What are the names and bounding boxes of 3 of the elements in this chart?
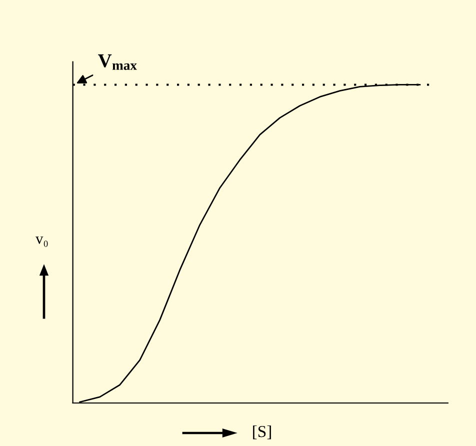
- ref-line-label: V$_{max}$: [98, 54, 137, 70]
- x-axis-title: [S]: [253, 425, 271, 440]
- y-axis-title: v₀: [36, 236, 48, 247]
